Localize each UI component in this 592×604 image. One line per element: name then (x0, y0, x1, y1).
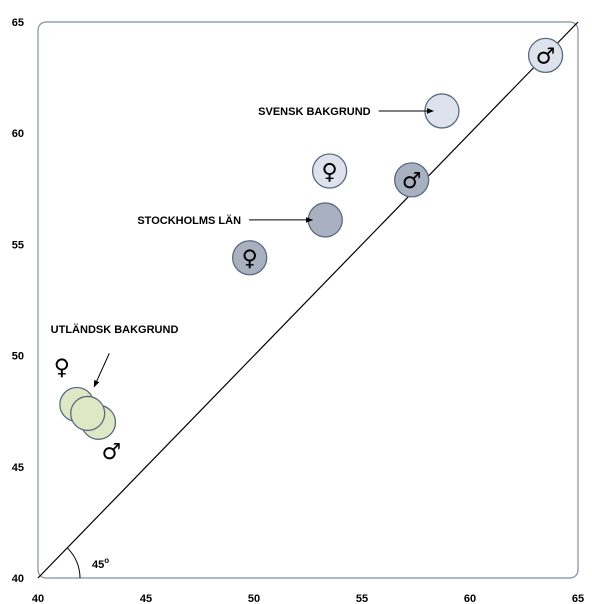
y-tick-label: 55 (12, 239, 24, 251)
x-tick-label: 55 (356, 593, 368, 604)
female-symbol-icon: ♀ (54, 356, 70, 381)
reference-line-45 (37, 21, 579, 579)
y-tick-label: 50 (12, 351, 24, 363)
data-point (232, 240, 268, 276)
data-point (527, 37, 564, 74)
angle-arc (67, 547, 81, 579)
y-tick-label: 45 (12, 462, 24, 474)
angle-degree-sign: o (104, 556, 109, 565)
data-point (70, 395, 106, 432)
annotation-arrow (93, 353, 110, 388)
data-point (307, 202, 343, 238)
x-tick-label: 50 (248, 593, 260, 604)
plot-area: 45o (37, 21, 579, 579)
y-tick-label: 40 (12, 573, 24, 585)
annotation-label: STOCKHOLMS LÄN (137, 214, 241, 227)
y-tick-label: 60 (12, 128, 24, 140)
female-symbol-icon: ♀ (322, 160, 338, 185)
annotation-label: SVENSK BAKGRUND (258, 106, 371, 118)
x-tick-label: 65 (572, 593, 584, 604)
female-symbol-icon: ♀ (242, 247, 258, 272)
annotations: SVENSK BAKGRUND STOCKHOLMS LÄN UTLÄNDSK BA… (51, 106, 434, 465)
y-tick-label: 65 (12, 17, 24, 29)
annotation-label: UTLÄNDSK BAKGRUND (51, 323, 179, 336)
axis-ticks: 40 45 50 55 60 65 40 45 50 55 60 65 (12, 17, 584, 604)
data-point (311, 153, 348, 189)
male-symbol-icon: ♂ (102, 440, 122, 465)
male-symbol-icon: ♂ (402, 169, 422, 194)
data-points: ♀ ♂ ♀ ♂ (59, 37, 564, 440)
x-tick-label: 60 (464, 593, 476, 604)
data-point (394, 162, 430, 198)
x-tick-label: 40 (32, 593, 44, 604)
x-tick-label: 45 (140, 593, 152, 604)
male-symbol-icon: ♂ (536, 44, 556, 69)
